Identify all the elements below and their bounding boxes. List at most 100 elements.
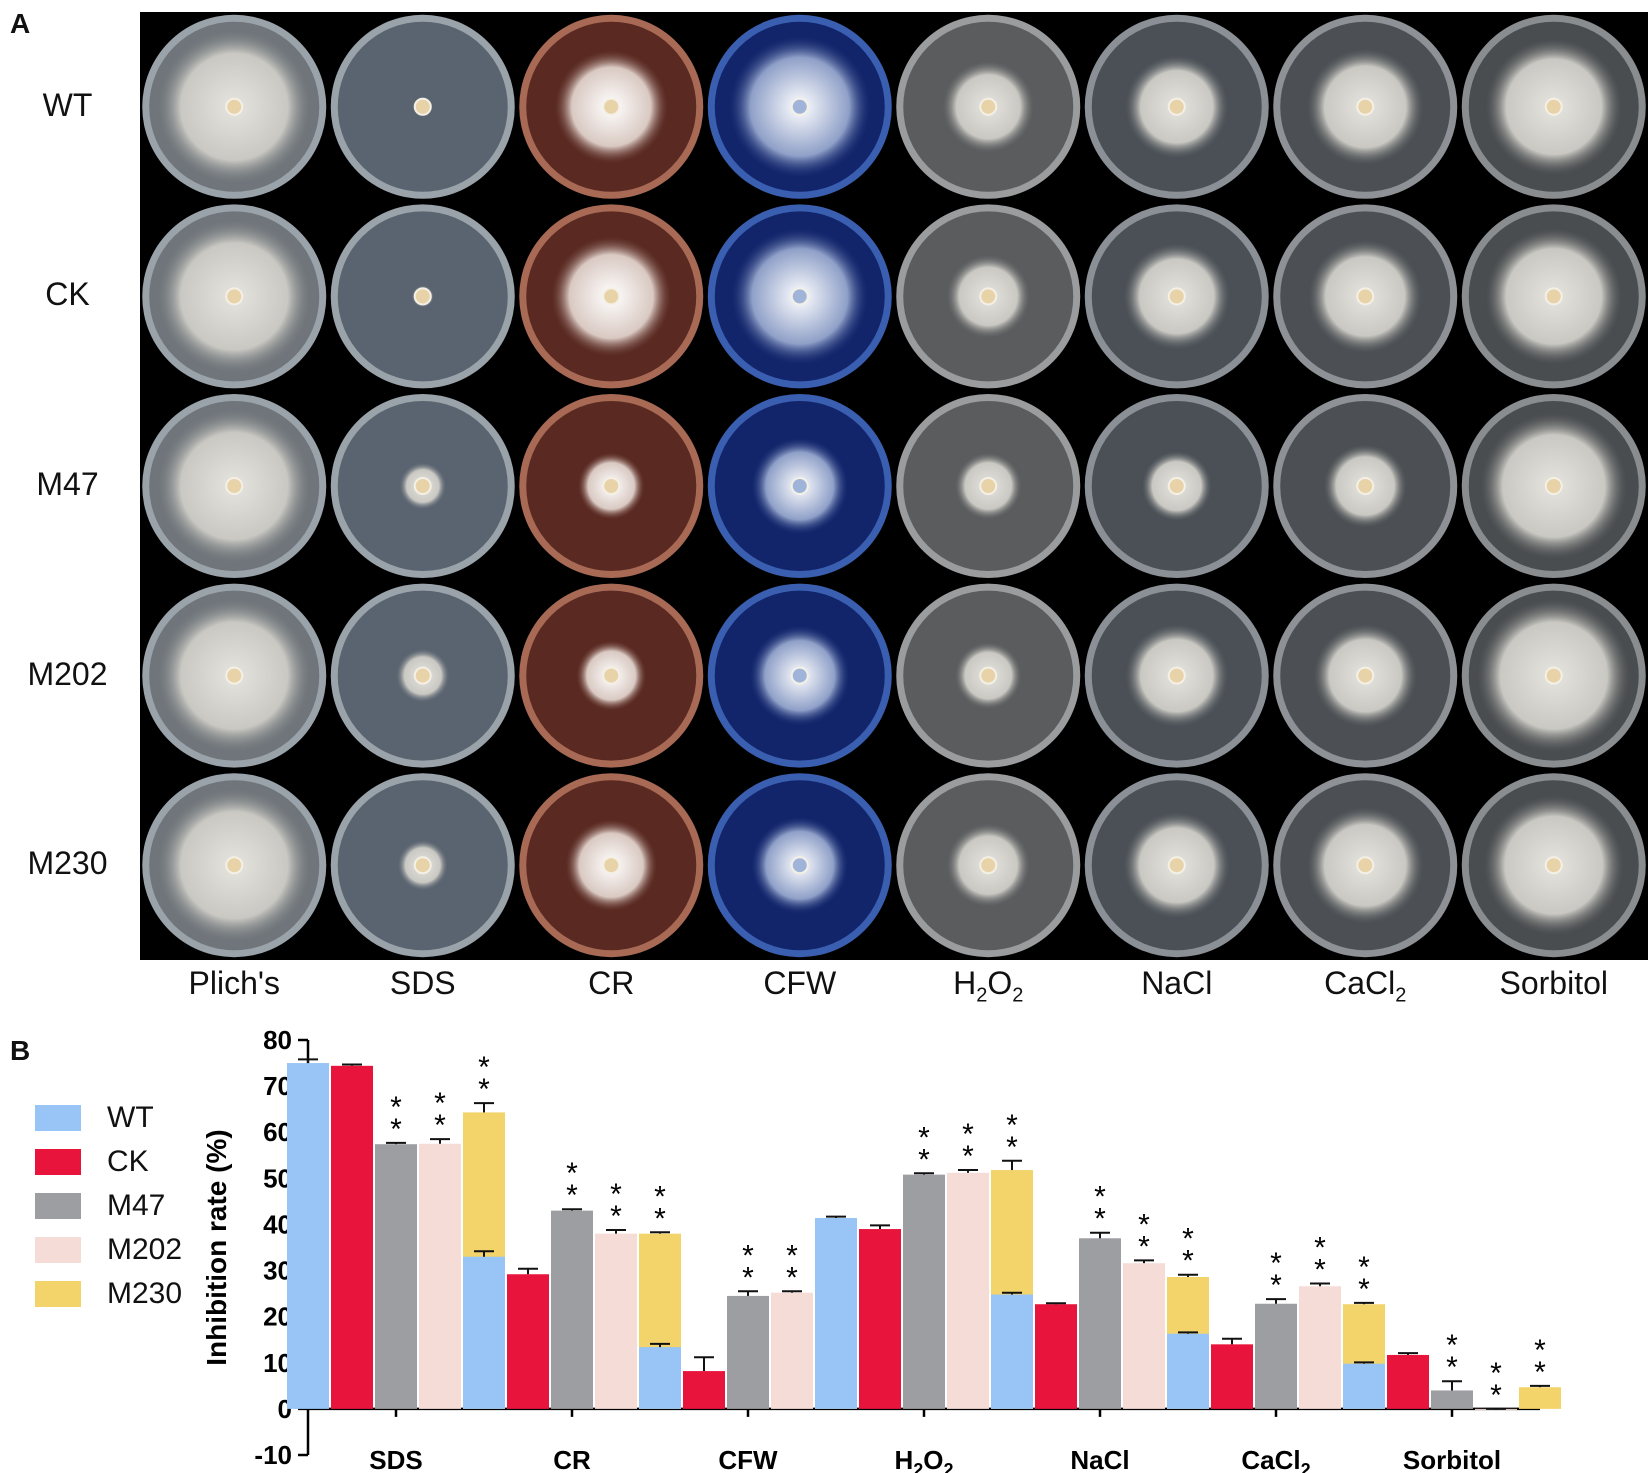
bar bbox=[463, 1256, 505, 1409]
significance-mark: ** bbox=[1358, 1251, 1370, 1306]
column-label: H2O2 bbox=[953, 965, 1024, 1007]
y-tick-label: -10 bbox=[254, 1440, 292, 1470]
petri-dish bbox=[1084, 394, 1269, 578]
bar bbox=[1519, 1387, 1561, 1409]
bar bbox=[771, 1292, 813, 1409]
significance-mark: ** bbox=[918, 1121, 930, 1176]
bar bbox=[1035, 1304, 1077, 1409]
petri-dish bbox=[330, 204, 515, 389]
bar bbox=[1079, 1238, 1121, 1409]
petri-dish bbox=[707, 773, 892, 958]
row-label: WT bbox=[42, 86, 93, 123]
legend-swatch bbox=[35, 1193, 81, 1219]
x-tick-label: NaCl bbox=[1070, 1445, 1129, 1473]
legend-label: CK bbox=[107, 1145, 149, 1178]
bar bbox=[1255, 1303, 1297, 1409]
legend-item: CK bbox=[35, 1144, 235, 1180]
significance-mark: ** bbox=[1006, 1109, 1018, 1164]
petri-dish bbox=[142, 204, 327, 389]
inoculum-plug bbox=[225, 97, 244, 116]
petri-dish bbox=[707, 204, 892, 389]
inoculum-plug bbox=[1167, 477, 1186, 495]
bar bbox=[507, 1274, 549, 1409]
bar bbox=[551, 1210, 593, 1409]
significance-mark: ** bbox=[434, 1087, 446, 1142]
inoculum-plug bbox=[790, 477, 809, 495]
inoculum-plug bbox=[1167, 666, 1186, 685]
inoculum-plug bbox=[979, 477, 998, 495]
petri-dish bbox=[330, 14, 515, 199]
inoculum-plug bbox=[413, 477, 432, 495]
inoculum-plug bbox=[979, 666, 998, 685]
inoculum-plug bbox=[225, 477, 244, 495]
x-tick-label: H2O2 bbox=[894, 1445, 953, 1473]
petri-dish bbox=[1273, 14, 1458, 199]
inoculum-plug bbox=[602, 97, 621, 116]
significance-mark: ** bbox=[1446, 1329, 1458, 1384]
petri-dish bbox=[1461, 14, 1646, 199]
bar bbox=[859, 1229, 901, 1409]
significance-mark: ** bbox=[478, 1051, 490, 1106]
legend-item: M230 bbox=[35, 1276, 235, 1312]
petri-dish bbox=[330, 773, 515, 958]
inoculum-plug bbox=[1356, 97, 1375, 116]
significance-mark: ** bbox=[610, 1178, 622, 1233]
petri-dish bbox=[1084, 204, 1269, 389]
inoculum-plug bbox=[1167, 856, 1186, 875]
legend-item: M47 bbox=[35, 1188, 235, 1224]
inoculum-plug bbox=[602, 856, 621, 875]
bar bbox=[1123, 1263, 1165, 1409]
panel-b-letter: B bbox=[10, 1035, 31, 1066]
column-label: Sorbitol bbox=[1499, 965, 1609, 1001]
inoculum-plug bbox=[413, 856, 432, 875]
petri-dish bbox=[1084, 583, 1269, 768]
legend-swatch bbox=[35, 1105, 81, 1131]
bar bbox=[419, 1143, 461, 1409]
petri-dish bbox=[519, 204, 704, 389]
inoculum-plug bbox=[1544, 477, 1563, 495]
petri-dish-photo-grid bbox=[140, 12, 1648, 960]
row-label: M202 bbox=[27, 655, 108, 692]
bar bbox=[1167, 1333, 1209, 1409]
x-tick-label: CFW bbox=[718, 1445, 778, 1473]
petri-dish bbox=[519, 773, 704, 958]
legend-label: WT bbox=[107, 1101, 154, 1134]
petri-dish bbox=[896, 204, 1081, 389]
legend-item: M202 bbox=[35, 1232, 235, 1268]
petri-dish bbox=[142, 583, 327, 768]
inoculum-plug bbox=[1167, 287, 1186, 306]
column-label: CFW bbox=[763, 965, 837, 1001]
inoculum-plug bbox=[790, 97, 809, 116]
bar bbox=[1343, 1363, 1385, 1409]
inoculum-plug bbox=[413, 666, 432, 685]
panel-a-letter: A bbox=[10, 8, 31, 39]
bar bbox=[375, 1144, 417, 1409]
petri-dish bbox=[1273, 394, 1458, 578]
column-label: NaCl bbox=[1141, 965, 1213, 1001]
row-label: CK bbox=[45, 276, 90, 313]
petri-dish bbox=[896, 583, 1081, 768]
significance-mark: ** bbox=[1534, 1334, 1546, 1389]
inoculum-plug bbox=[602, 666, 621, 685]
inhibition-rate-bar-chart: Inhibition rate (%)-1001020304050607080S… bbox=[201, 1030, 1561, 1473]
petri-dish bbox=[330, 583, 515, 768]
petri-dish bbox=[896, 394, 1081, 578]
petri-dish bbox=[142, 394, 327, 578]
column-label: Plich's bbox=[188, 965, 280, 1001]
legend-label: M230 bbox=[107, 1277, 183, 1310]
inoculum-plug bbox=[1356, 666, 1375, 685]
bar bbox=[991, 1294, 1033, 1409]
bar bbox=[639, 1347, 681, 1409]
inoculum-plug bbox=[225, 666, 244, 685]
inoculum-plug bbox=[979, 287, 998, 306]
legend-swatch bbox=[35, 1237, 81, 1263]
bar bbox=[1299, 1286, 1341, 1409]
inoculum-plug bbox=[979, 856, 998, 875]
legend-swatch bbox=[35, 1149, 81, 1175]
petri-dish bbox=[1084, 14, 1269, 199]
inoculum-plug bbox=[1356, 477, 1375, 495]
petri-dish bbox=[1461, 394, 1646, 578]
petri-dish bbox=[707, 14, 892, 199]
petri-dish bbox=[707, 583, 892, 768]
y-tick-label: 80 bbox=[263, 1030, 292, 1055]
